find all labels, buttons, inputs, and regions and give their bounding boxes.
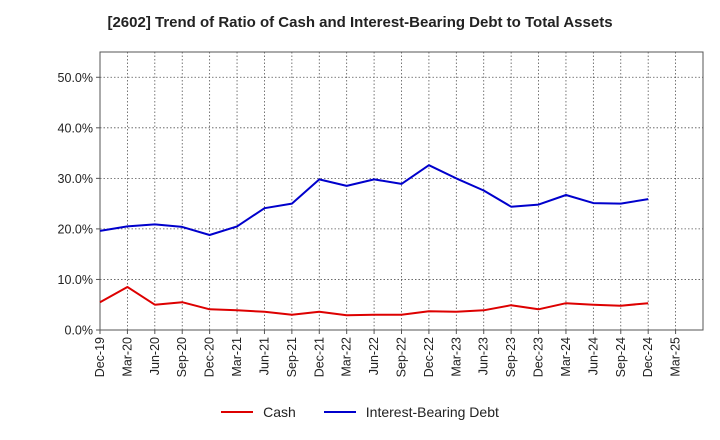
x-tick-label: Dec-24 bbox=[641, 337, 655, 377]
x-tick-label: Dec-22 bbox=[422, 337, 436, 377]
x-tick-label: Sep-20 bbox=[175, 337, 189, 377]
y-tick-label: 0.0% bbox=[65, 324, 94, 338]
legend-item-debt: Interest-Bearing Debt bbox=[323, 404, 499, 420]
legend-swatch-debt bbox=[323, 411, 356, 413]
x-tick-label: Dec-20 bbox=[203, 337, 217, 377]
x-tick-label: Mar-22 bbox=[340, 337, 354, 377]
legend-swatch-cash bbox=[221, 411, 254, 413]
x-tick-label: Sep-21 bbox=[285, 337, 299, 377]
x-tick-label: Jun-22 bbox=[367, 337, 381, 375]
x-tick-label: Jun-24 bbox=[586, 337, 600, 375]
y-tick-label: 40.0% bbox=[58, 121, 93, 135]
x-tick-label: Mar-24 bbox=[559, 337, 573, 377]
series-line-cash bbox=[99, 286, 649, 317]
x-tick-label: Mar-25 bbox=[669, 337, 683, 377]
legend-label-debt: Interest-Bearing Debt bbox=[365, 404, 499, 420]
chart-title: [2602] Trend of Ratio of Cash and Intere… bbox=[107, 14, 613, 31]
series-line-interest-bearing-debt bbox=[99, 164, 649, 236]
plot-area bbox=[99, 51, 704, 331]
x-tick-label: Sep-22 bbox=[395, 337, 409, 377]
y-tick-label: 50.0% bbox=[58, 71, 93, 85]
x-tick-label: Jun-23 bbox=[477, 337, 491, 375]
x-tick-label: Mar-20 bbox=[120, 337, 134, 377]
x-tick-label: Sep-23 bbox=[504, 337, 518, 377]
legend-item-cash: Cash bbox=[221, 404, 296, 420]
y-tick-label: 30.0% bbox=[58, 172, 93, 186]
x-tick-label: Mar-23 bbox=[449, 337, 463, 377]
x-tick-label: Jun-21 bbox=[257, 337, 271, 375]
x-tick-label: Sep-24 bbox=[614, 337, 628, 377]
x-tick-label: Dec-19 bbox=[93, 337, 107, 377]
y-tick-label: 10.0% bbox=[58, 273, 93, 287]
x-tick-label: Mar-21 bbox=[230, 337, 244, 377]
x-tick-label: Dec-23 bbox=[532, 337, 546, 377]
y-tick-label: 20.0% bbox=[58, 222, 93, 236]
x-tick-label: Dec-21 bbox=[312, 337, 326, 377]
legend-label-cash: Cash bbox=[263, 404, 296, 420]
x-tick-label: Jun-20 bbox=[148, 337, 162, 375]
legend: Cash Interest-Bearing Debt bbox=[0, 404, 720, 420]
